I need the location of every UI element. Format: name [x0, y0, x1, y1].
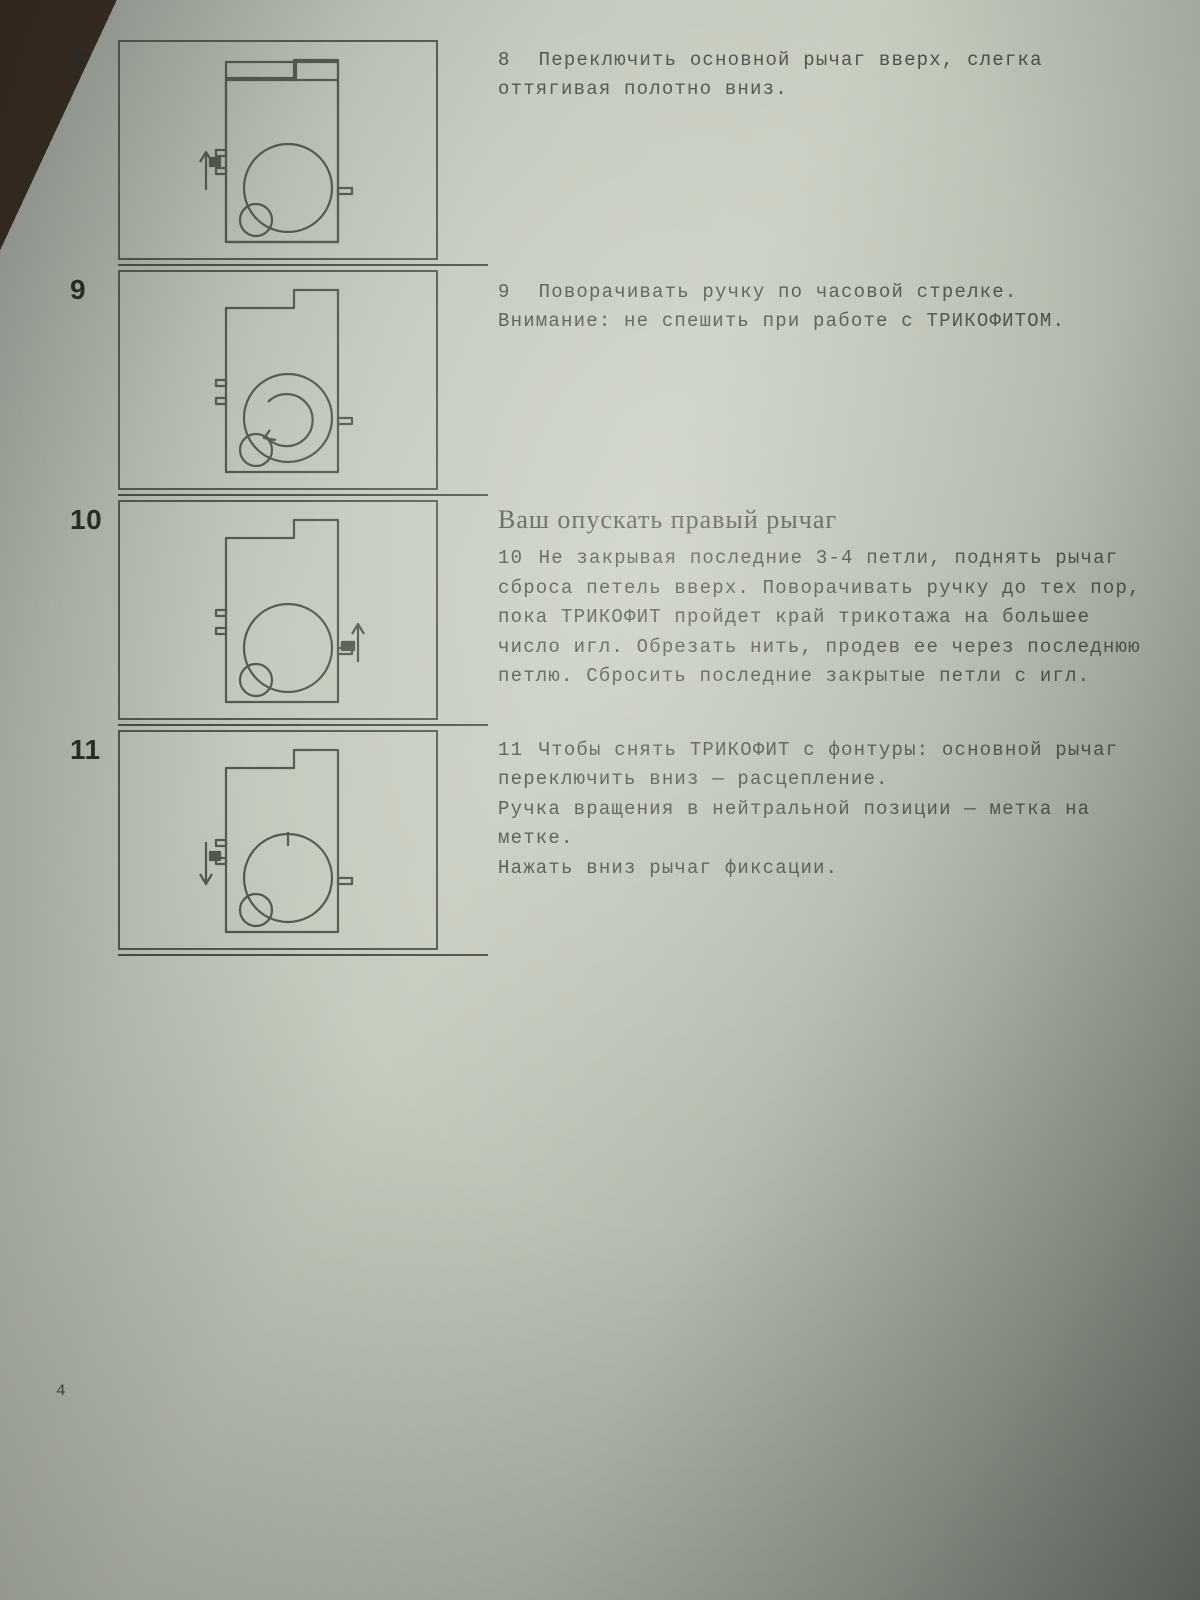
step-row-11: 11	[70, 730, 1150, 950]
separator	[118, 494, 488, 496]
figure-9	[118, 270, 438, 490]
diagram-9	[120, 272, 436, 488]
figure-8	[118, 40, 438, 260]
figure-10	[118, 500, 438, 720]
separator	[118, 724, 488, 726]
step-body: Поворачивать ручку по часовой стрелке. В…	[498, 281, 1065, 332]
step-body: Переключить основной рычаг вверх, слегка…	[498, 49, 1043, 100]
manual-page: 8	[70, 40, 1150, 1540]
separator	[118, 954, 488, 956]
diagram-10	[120, 502, 436, 718]
step-row-8: 8	[70, 40, 1150, 260]
step-text-10: Ваш опускать правый рычаг 10 Не закрывая…	[438, 500, 1150, 691]
step-number: 8	[70, 40, 118, 76]
step-number: 10	[70, 500, 118, 536]
page-number: 4	[56, 1382, 66, 1400]
step-body: Не закрывая последние 3-4 петли, поднять…	[498, 547, 1141, 687]
step-body: Чтобы снять ТРИКОФИТ с фонтуры: основной…	[498, 739, 1118, 879]
handwritten-note: Ваш опускать правый рычаг	[498, 500, 1150, 540]
step-number: 11	[70, 730, 118, 766]
separator	[118, 264, 488, 266]
step-text-8: 8 Переключить основной рычаг вверх, слег…	[438, 40, 1150, 105]
step-text-9: 9 Поворачивать ручку по часовой стрелке.…	[438, 270, 1150, 337]
diagram-8	[120, 42, 436, 258]
step-number: 9	[70, 270, 118, 306]
step-row-9: 9	[70, 270, 1150, 490]
figure-11	[118, 730, 438, 950]
diagram-11	[120, 732, 436, 948]
step-row-10: 10	[70, 500, 1150, 720]
step-text-11: 11 Чтобы снять ТРИКОФИТ с фонтуры: основ…	[438, 730, 1150, 883]
